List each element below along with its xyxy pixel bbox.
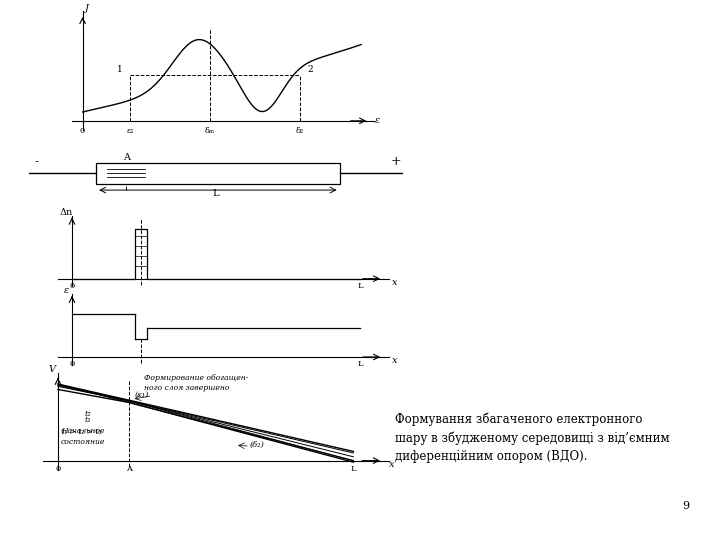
Text: x: x (392, 278, 397, 287)
Text: x: x (389, 460, 395, 469)
Text: +: + (390, 154, 401, 168)
Text: (ε₁): (ε₁) (135, 391, 149, 399)
Text: t₁ > t₂ > t₃: t₁ > t₂ > t₃ (61, 428, 102, 436)
Text: (δ₂): (δ₂) (250, 441, 265, 449)
Text: 1: 1 (117, 65, 122, 75)
Text: 0: 0 (80, 127, 85, 135)
Text: 9: 9 (683, 501, 690, 511)
Text: t₁: t₁ (84, 416, 91, 424)
Text: Формирование обогащен-
ного слоя завершено: Формирование обогащен- ного слоя заверше… (143, 374, 248, 392)
Text: Начальное
состояние: Начальное состояние (61, 427, 105, 446)
Text: L: L (357, 360, 363, 368)
Text: Формування збагаченого електронного
шару в збудженому середовищі з від’ємним
диф: Формування збагаченого електронного шару… (395, 413, 670, 463)
Bar (96, 163, 340, 184)
Text: Δn: Δn (60, 208, 73, 217)
Text: 2: 2 (308, 65, 313, 75)
Text: t₂: t₂ (84, 410, 91, 418)
Text: 0: 0 (69, 282, 75, 289)
Text: 0: 0 (55, 465, 60, 474)
Text: -: - (35, 154, 38, 168)
Text: L: L (212, 189, 220, 198)
Text: ε: ε (63, 286, 69, 295)
Text: 0: 0 (69, 360, 75, 368)
Text: δ₂: δ₂ (296, 127, 305, 135)
Text: V: V (48, 365, 55, 374)
Text: A: A (122, 153, 130, 162)
Text: L: L (351, 465, 356, 474)
Text: ε: ε (374, 116, 379, 125)
Text: x: x (392, 356, 397, 365)
Text: ε₁: ε₁ (127, 127, 134, 135)
Text: δₘ: δₘ (205, 127, 215, 135)
Text: J: J (85, 4, 89, 13)
Text: A: A (126, 465, 132, 474)
Text: L: L (357, 282, 363, 289)
